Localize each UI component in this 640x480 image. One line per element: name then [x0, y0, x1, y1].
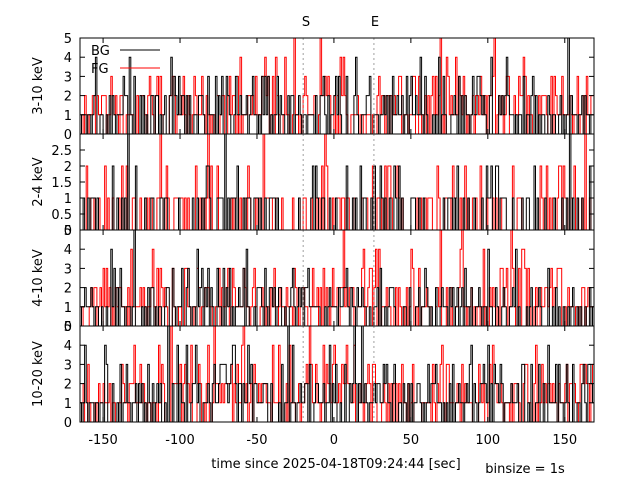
y-tick-label: 1 [64, 397, 72, 412]
y-tick-label: 4 [64, 339, 72, 354]
binsize-note: binsize = 1s [485, 462, 565, 477]
y-tick-label: 4 [64, 243, 72, 258]
y-axis-label: 2-4 keV [31, 157, 46, 206]
y-tick-label: 2.5 [51, 144, 72, 159]
y-axis-label: 3-10 keV [31, 57, 46, 115]
x-axis-label: time since 2025-04-18T09:24:44 [sec] [211, 457, 460, 472]
marker-label-start: S [302, 15, 310, 30]
x-tick-label: 50 [403, 433, 420, 448]
y-tick-label: 4 [64, 51, 72, 66]
y-tick-label: 2 [64, 160, 72, 175]
y-tick-label: 2 [64, 378, 72, 393]
y-tick-label: 1 [64, 192, 72, 207]
x-tick-label: -50 [246, 433, 267, 448]
panel-4: 0 1 2 3 4 5 10-20 keV [31, 320, 595, 431]
y-tick-label: 5 [64, 224, 72, 239]
y-tick-label: 1.5 [51, 176, 72, 191]
marker-label-end: E [371, 15, 379, 30]
panel-2: 00.511.522.5 2-4 keV [31, 133, 595, 239]
y-axis-label: 10-20 keV [31, 341, 46, 407]
x-tick-label: 0 [330, 433, 338, 448]
panel-1: 0 1 2 3 4 5 3-10 keV BG FG [31, 32, 595, 143]
x-tick-label: 100 [475, 433, 500, 448]
y-axis-label: 4-10 keV [31, 249, 46, 307]
x-tick-label: -100 [165, 433, 195, 448]
y-tick-label: 5 [64, 32, 72, 47]
y-tick-label: 3 [64, 70, 72, 85]
y-tick-label: 3 [64, 358, 72, 373]
y-tick-label: 5 [64, 320, 72, 335]
panel-3: 0 1 2 3 4 5 4-10 keV [31, 224, 595, 335]
y-tick-label: 0 [64, 128, 72, 143]
y-tick-label: 0 [64, 416, 72, 431]
y-tick-label: 0 [64, 224, 72, 239]
legend-label-fg: FG [91, 62, 109, 77]
y-tick-label: 1 [64, 109, 72, 124]
legend-label-bg: BG [91, 44, 110, 59]
y-tick-label: 0.5 [51, 208, 72, 223]
y-tick-label: 0 [64, 320, 72, 335]
y-tick-label: 3 [64, 262, 72, 277]
panel-frame [79, 325, 595, 423]
y-tick-label: 2 [64, 90, 72, 105]
y-tick-label: 1 [64, 301, 72, 316]
x-tick-label: -150 [88, 433, 118, 448]
y-tick-label: 2 [64, 282, 72, 297]
x-tick-label: 150 [552, 433, 577, 448]
